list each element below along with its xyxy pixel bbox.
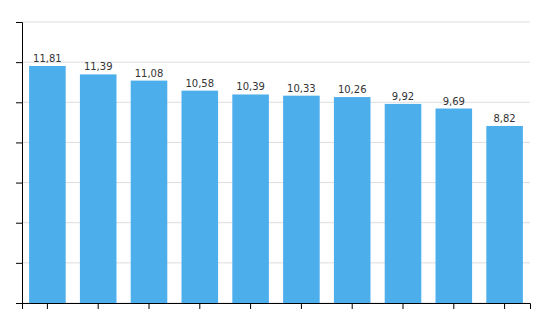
tick-mark [504,303,505,309]
grid-line [22,22,530,23]
y-tick [16,62,22,63]
x-tick [47,303,48,309]
bar [436,109,473,303]
x-tick [250,303,251,309]
tick-mark [149,303,150,309]
plot-area: 11,81 11,39 11,08 10,58 10,39 10,33 10,26 9,92 9… [16,22,531,309]
grid [22,22,530,303]
x-axis [23,303,531,309]
bar [486,126,523,303]
y-axis [16,23,23,304]
data-labels: 11,81 11,39 11,08 10,58 10,39 10,33 10,26 9,92 9… [33,53,516,124]
y-tick [16,22,22,23]
bar [385,104,422,303]
axis-line [23,304,531,310]
data-label: 11,39 [84,61,113,72]
x-tick [453,303,454,309]
tick-mark [453,303,454,309]
data-label: 10,58 [185,78,214,89]
x-tick [149,303,150,309]
tick-mark [16,183,22,184]
data-label: 11,81 [33,53,62,64]
bar [182,91,219,303]
bar [334,97,371,303]
tick-mark [16,303,22,304]
x-tick [199,303,200,309]
tick-mark [199,303,200,309]
chart: 11,81 11,39 11,08 10,58 10,39 10,33 10,26 9,92 9… [0,0,546,325]
tick-mark [16,22,22,23]
y-tick [16,142,22,143]
axis-line [16,23,23,304]
tick-mark [301,303,302,309]
tick-mark [98,303,99,309]
tick-mark [16,102,22,103]
data-label: 10,33 [287,83,316,94]
y-tick [16,102,22,103]
data-label: 9,92 [392,91,414,102]
bar [232,94,269,303]
y-tick [16,263,22,264]
data-label: 11,08 [135,68,164,79]
x-tick [403,303,404,309]
bars [29,66,523,303]
bar [283,96,320,303]
y-tick [16,183,22,184]
tick-mark [16,142,22,143]
data-label: 10,26 [338,84,367,95]
data-label: 10,39 [236,81,265,92]
tick-mark [16,223,22,224]
bar [80,74,117,303]
y-tick [16,223,22,224]
bar [131,81,168,303]
x-tick [504,303,505,309]
tick-mark [47,303,48,309]
data-label: 8,82 [493,113,515,124]
y-tick [16,303,22,304]
tick-mark [16,62,22,63]
tick-mark [403,303,404,309]
x-tick [301,303,302,309]
tick-mark [352,303,353,309]
data-label: 9,69 [443,96,465,107]
x-tick [352,303,353,309]
tick-mark [250,303,251,309]
tick-mark [16,263,22,264]
bar [29,66,66,303]
x-tick [98,303,99,309]
